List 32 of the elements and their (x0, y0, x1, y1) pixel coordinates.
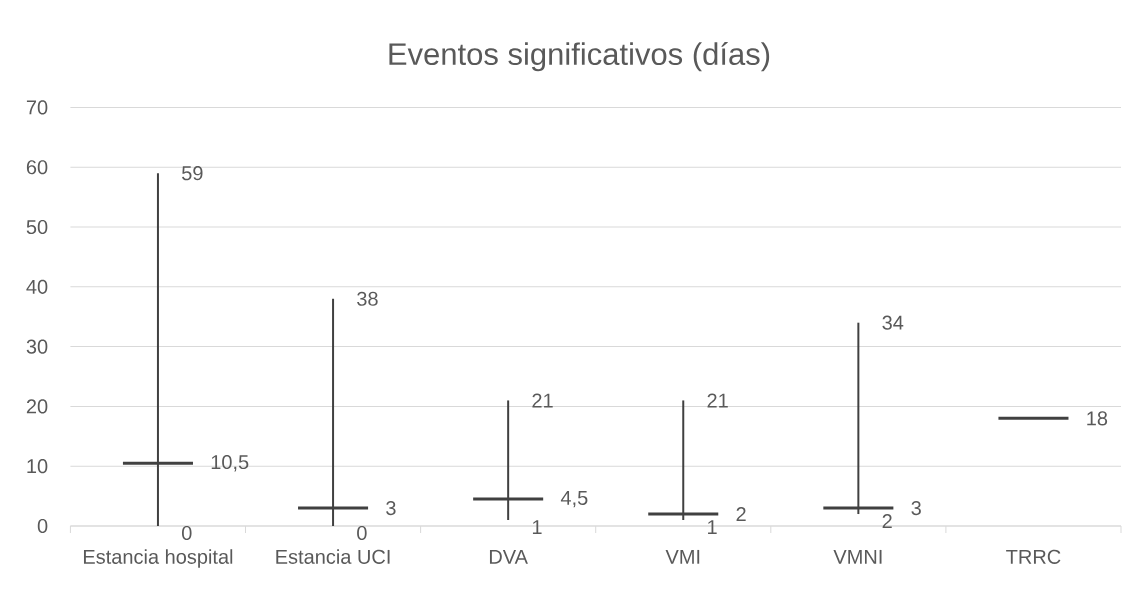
annotation: 0 (182, 525, 192, 541)
y-tick-label: 40 (26, 279, 48, 294)
y-tick-label: 20 (26, 399, 48, 414)
x-tick-label: VMI (665, 549, 700, 564)
annotation: 2 (882, 514, 892, 529)
candlestick (998, 416, 1069, 420)
y-tick-label: 60 (26, 160, 48, 175)
annotation: 59 (182, 166, 203, 181)
x-tick-label: Estancia hospital (83, 549, 233, 568)
annotation: 3 (911, 500, 921, 516)
annotation: 10,5 (211, 454, 249, 472)
annotation: 4,5 (560, 490, 588, 508)
y-tick-label: 0 (37, 518, 48, 534)
annotation: 18 (1087, 411, 1108, 426)
annotation: 0 (357, 525, 367, 541)
annotation: 1 (708, 520, 717, 534)
y-tick-label: 30 (26, 339, 48, 354)
y-tick-label: 70 (26, 100, 48, 115)
y-tick-label: 10 (27, 459, 48, 474)
x-tick-label: VMNI (833, 549, 882, 564)
annotation: 3 (386, 500, 396, 516)
x-tick-label: TRRC (1006, 549, 1061, 564)
y-tick-label: 50 (26, 219, 48, 235)
annotation: 38 (357, 291, 378, 306)
annotation: 1 (532, 520, 542, 534)
x-tick-label: DVA (489, 549, 528, 564)
chart-title: Eventos significativos (días) (389, 41, 770, 72)
annotation: 21 (707, 393, 728, 408)
annotation: 34 (882, 315, 904, 330)
annotation: 21 (532, 393, 553, 408)
annotation: 2 (736, 507, 746, 522)
x-tick-label: Estancia UCI (276, 549, 390, 564)
